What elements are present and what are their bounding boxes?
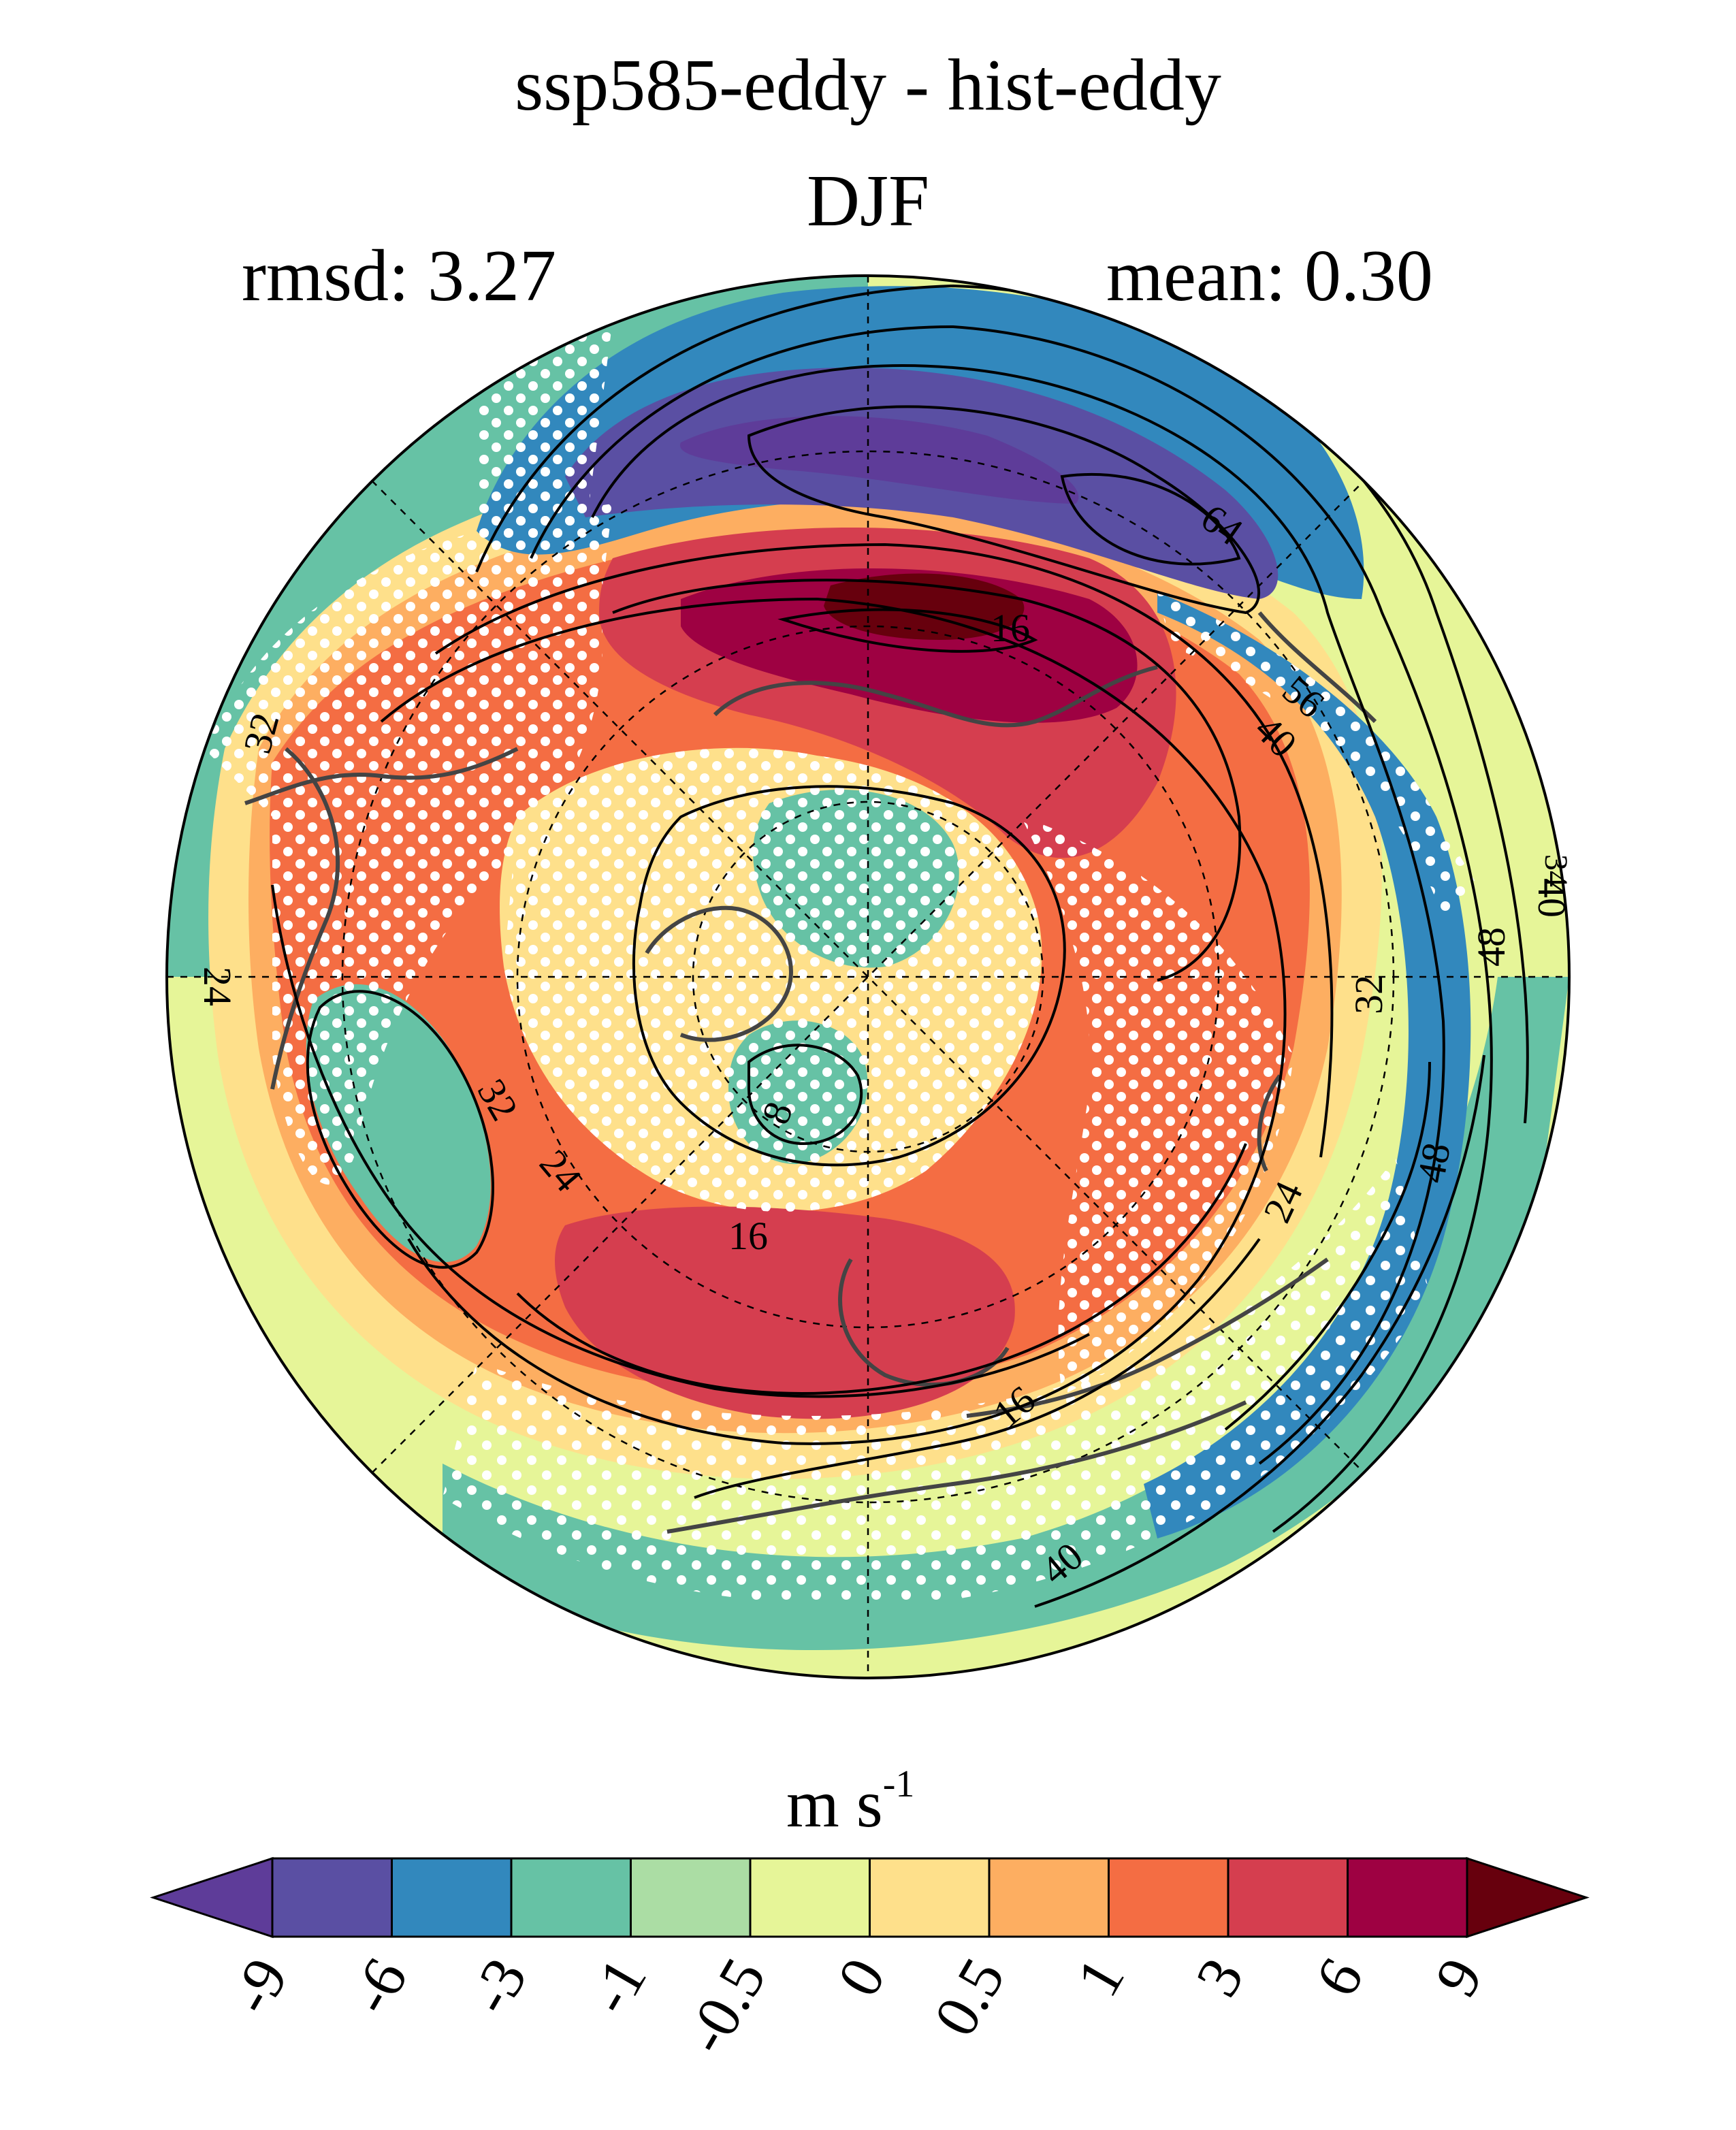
colorbar-box: [1227, 1857, 1349, 1938]
coastlines: [244, 611, 1377, 1534]
plot-title: ssp585-eddy - hist-eddy: [515, 45, 1221, 126]
colorbar-blocks: [150, 1856, 1590, 1939]
colorbar-units: m s-1: [786, 1762, 915, 1841]
colorbar-box: [1347, 1857, 1468, 1938]
colorbar-box: [391, 1857, 513, 1938]
colorbar-min-extension: [150, 1856, 274, 1939]
map-boundary: [165, 274, 1571, 1679]
contour-label: 48: [1469, 927, 1513, 967]
field-south-green: [443, 977, 1569, 1651]
colorbar-max-extension: [1466, 1856, 1590, 1939]
contour-label: 24: [195, 967, 240, 1006]
contour-label: 48: [1409, 1140, 1459, 1186]
contour-label: 40: [1530, 878, 1574, 918]
colorbar-tick-label: 1: [1064, 1948, 1138, 2007]
colorbar-labels: -9 -6 -3 -1 -0.5 0 0.5 1 3 6 9: [217, 1948, 1496, 2065]
stipple-south: [443, 1157, 1430, 1605]
colorbar-box: [1108, 1857, 1229, 1938]
stipple-ne: [1157, 592, 1477, 919]
colorbar-tick-label: -6: [337, 1948, 421, 2025]
stipple-east: [1021, 817, 1293, 1395]
contour-label: 16: [991, 606, 1030, 650]
stipple-polar: [504, 747, 1042, 1212]
contour-label: 16: [728, 1214, 768, 1258]
colorbar-box: [630, 1857, 752, 1938]
colorbar-tick-label: -3: [456, 1948, 540, 2025]
colorbar-tick-label: 9: [1422, 1948, 1496, 2007]
season-label: DJF: [806, 161, 930, 242]
shaded-field: [167, 276, 1569, 1678]
colorbar-tick-label: 6: [1303, 1948, 1377, 2007]
rmsd-label: rmsd: 3.27: [242, 236, 557, 317]
colorbar-box: [271, 1857, 393, 1938]
colorbar-tick-label: -1: [576, 1948, 660, 2025]
field-red-south: [555, 1206, 1015, 1419]
colorbar-box: [869, 1857, 991, 1938]
mean-label: mean: 0.30: [1106, 236, 1433, 317]
colorbar-tick-label: 0.5: [921, 1948, 1018, 2048]
field-darkpurple-north: [679, 416, 1079, 504]
stipple-west: [272, 599, 602, 1185]
colorbar-tick-label: -0.5: [672, 1948, 779, 2065]
contour-label: 34: [1538, 854, 1574, 887]
colorbar-box: [988, 1857, 1110, 1938]
colorbar-box: [510, 1857, 632, 1938]
colorbar-tick-label: 3: [1183, 1948, 1257, 2007]
colorbar-tick-label: 0: [825, 1948, 899, 2007]
graticule: [167, 276, 1569, 1678]
colorbar-box: [749, 1857, 871, 1938]
polar-map: 64 16 56 40 32 24 32 24 16 8 32 48 24 48…: [165, 274, 1574, 1679]
contour-label: 32: [1347, 975, 1391, 1014]
colorbar-tick-label: -9: [217, 1948, 301, 2025]
